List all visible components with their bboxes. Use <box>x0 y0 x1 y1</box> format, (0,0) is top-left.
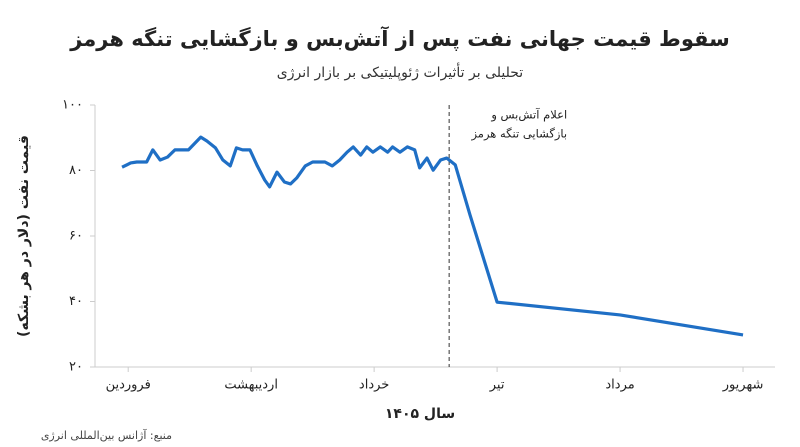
y-tick-label: ۲۰ <box>69 360 83 375</box>
chart-subtitle: تحلیلی بر تأثیرات ژئوپلیتیکی بر بازار ان… <box>277 62 524 81</box>
x-tick-label: شهریور <box>722 378 764 393</box>
x-tick-label: خرداد <box>359 378 389 393</box>
x-tick-label: تیر <box>489 378 505 393</box>
y-tick-label: ۸۰ <box>69 163 83 178</box>
y-tick-label: ۴۰ <box>69 294 83 309</box>
y-tick-label: ۱۰۰ <box>62 98 83 113</box>
price-line <box>121 135 744 337</box>
x-tick-label: فروردین <box>106 378 151 393</box>
y-tick-label: ۶۰ <box>69 229 83 244</box>
source-note: منبع: آژانس بین‌المللی انرژی <box>41 428 172 442</box>
x-tick-label: اردیبهشت <box>224 378 278 393</box>
x-axis-label: سال ۱۴۰۵ <box>385 406 455 422</box>
y-axis-label: قیمت نفت (دلار در هر بشکه) <box>16 135 32 337</box>
chart-title: سقوط قیمت جهانی نفت پس از آتش‌بس و بازگش… <box>69 26 730 51</box>
x-tick-label: مرداد <box>605 378 634 393</box>
annotation-text: بازگشایی تنگه هرمز <box>470 127 567 142</box>
annotation-text: اعلام آتش‌بس و <box>490 108 567 123</box>
